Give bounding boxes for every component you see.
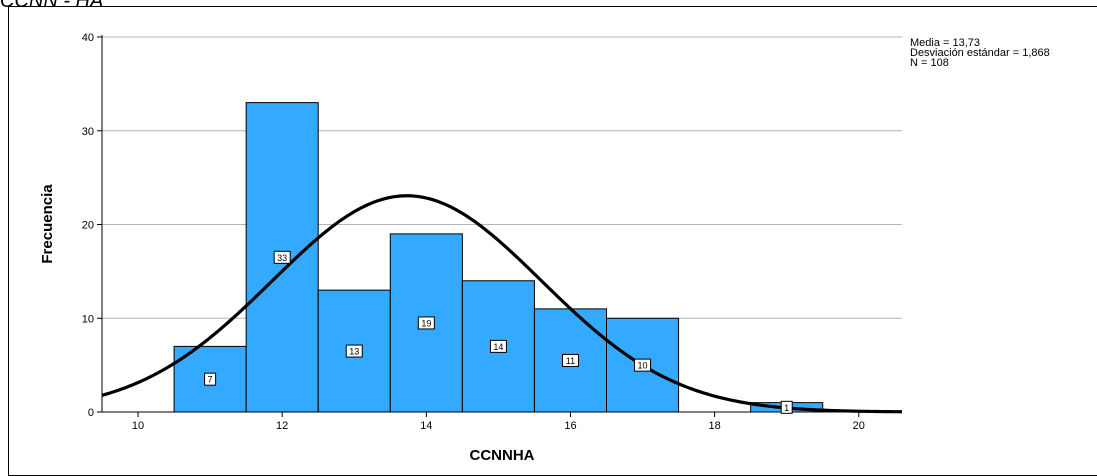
bar-label-text-12: 33 <box>277 253 287 263</box>
bar-label-17: 10 <box>634 358 652 372</box>
normal-curve <box>101 194 903 414</box>
bar-label-19: 1 <box>780 400 793 414</box>
bar-label-box-14 <box>417 316 435 330</box>
bar-label-text-17: 10 <box>638 361 648 371</box>
stat-std: Desviación estándar = 1,868 <box>910 47 1050 59</box>
bar-label-15: 14 <box>489 339 507 353</box>
x-tick-label-20: 20 <box>853 420 865 432</box>
stats-box: Media = 13,73 Desviación estándar = 1,86… <box>910 37 1050 69</box>
x-tick-label-18: 18 <box>708 420 720 432</box>
x-tick-label-16: 16 <box>564 420 576 432</box>
stat-n: N = 108 <box>910 57 949 69</box>
tick-labels: 0 10 20 30 40 10 12 14 16 18 20 <box>82 32 865 432</box>
bar-labels: 7 33 13 19 14 11 10 1 <box>204 250 793 414</box>
bar-label-box-16 <box>561 353 579 367</box>
bar-label-13: 13 <box>345 344 363 358</box>
bar-label-14: 19 <box>417 316 435 330</box>
x-tick-label-10: 10 <box>132 420 144 432</box>
y-tick-label-20: 20 <box>82 220 94 232</box>
x-axis-title: CCNNHA <box>470 447 535 462</box>
bars <box>173 102 824 413</box>
normal-curve-line <box>101 194 903 414</box>
x-tick-label-14: 14 <box>420 420 432 432</box>
histogram-chart: 7 33 13 19 14 11 10 1 0 10 20 30 40 10 12 14 16 18 20 Fre… <box>39 32 903 462</box>
bar-label-box-13 <box>345 344 363 358</box>
y-axis-title: Frecuencia <box>39 184 56 264</box>
y-tick-label-30: 30 <box>82 126 94 138</box>
bar-label-box-11 <box>204 372 217 386</box>
bar-label-text-16: 11 <box>566 356 575 366</box>
bar-label-12: 33 <box>273 250 291 264</box>
bar-label-16: 11 <box>561 353 579 367</box>
bar-label-text-15: 14 <box>493 342 503 352</box>
x-tick-label-12: 12 <box>276 420 288 432</box>
bar-label-text-14: 19 <box>421 318 431 328</box>
bar-14 <box>389 233 463 413</box>
bar-label-box-12 <box>273 250 291 264</box>
bar-label-text-11: 7 <box>208 375 213 385</box>
y-tick-label-10: 10 <box>82 313 94 325</box>
bar-label-box-15 <box>489 339 507 353</box>
bar-label-text-19: 1 <box>784 403 789 413</box>
y-tick-label-40: 40 <box>82 32 94 44</box>
grid-lines <box>102 36 902 319</box>
bar-label-text-13: 13 <box>349 347 359 357</box>
y-tick-label-0: 0 <box>88 407 94 419</box>
bar-label-box-19 <box>780 400 793 414</box>
bar-label-box-17 <box>634 358 652 372</box>
stat-mean: Media = 13,73 <box>910 37 981 49</box>
bar-label-11: 7 <box>204 372 217 386</box>
